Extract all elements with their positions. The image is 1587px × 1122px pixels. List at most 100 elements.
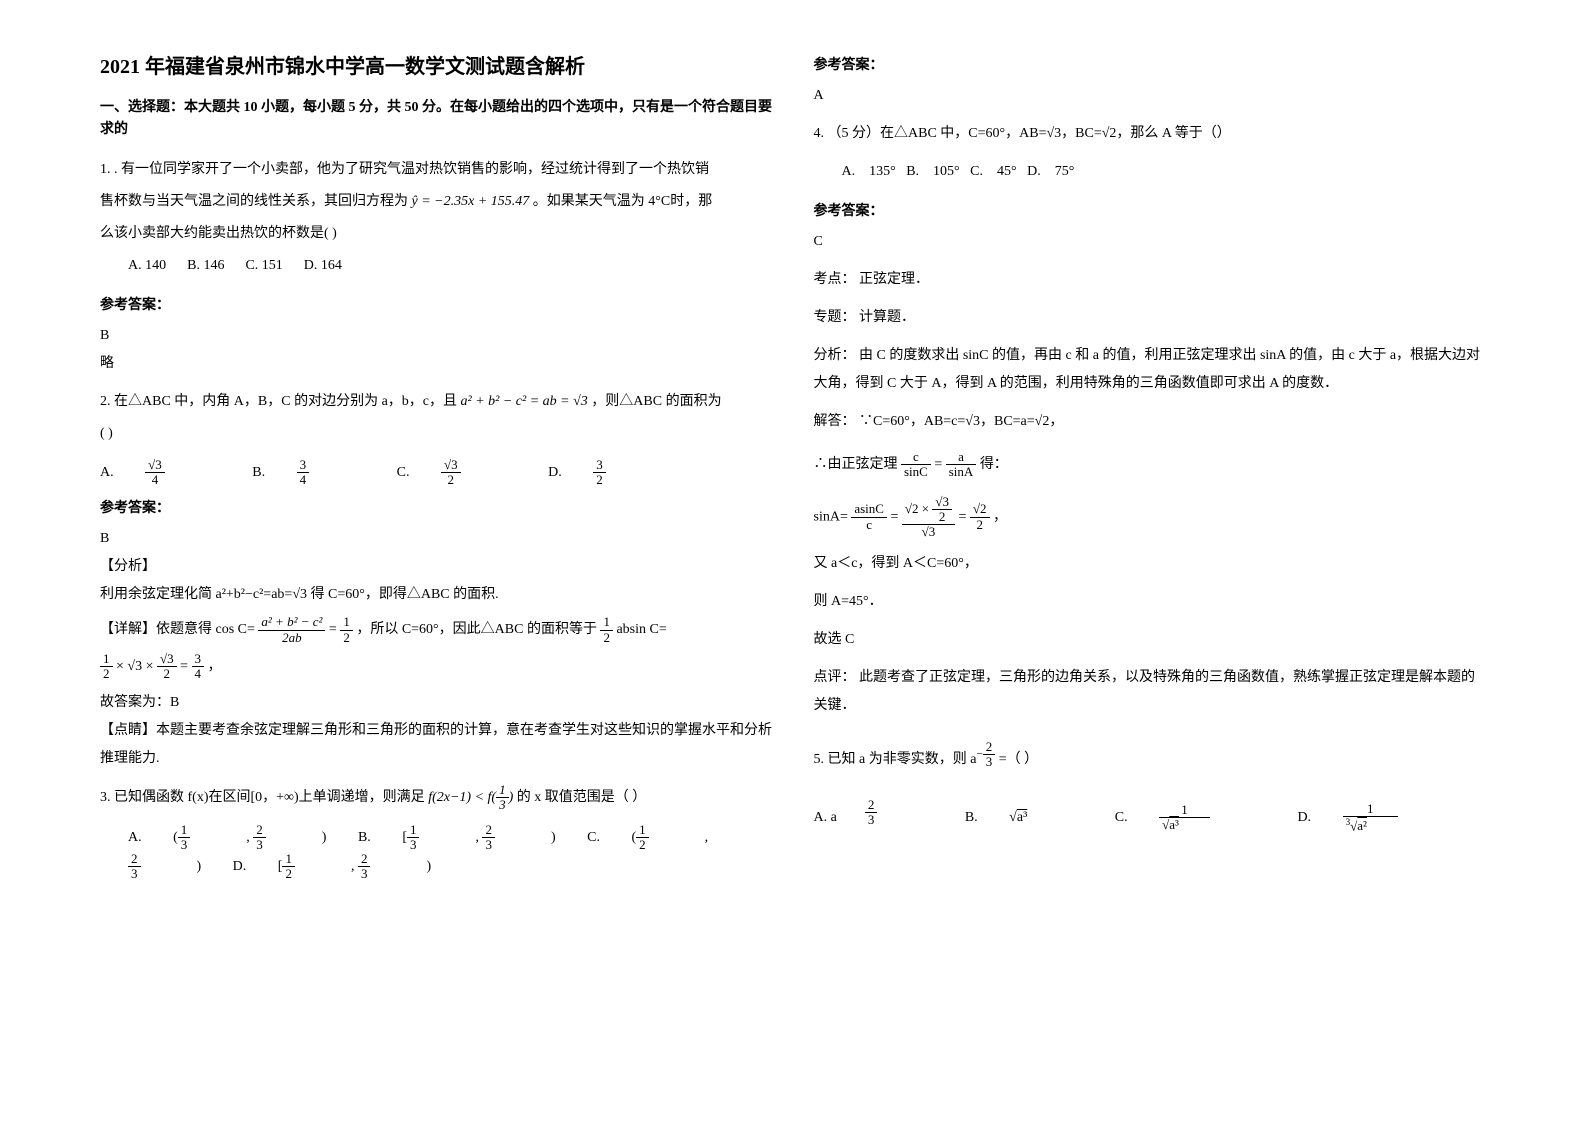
frac: 23 [253, 823, 294, 853]
answer-label-2: 参考答案： [100, 497, 774, 517]
q2-text1: 2. 在△ABC 中，内角 A，B，C 的对边分别为 a，b，c，且 [100, 394, 457, 409]
q2-opt-d: D. 32 [548, 465, 662, 480]
question-4: 4. （5 分）在△ABC 中，C=60°，AB=√3，BC=√2，那么 A 等… [814, 120, 1488, 190]
q2-text3: ，则△ABC 的面积为 [591, 394, 721, 409]
q4-jieda4: 又 a＜c，得到 A＜C=60°， [814, 550, 1488, 578]
frac: 12 [340, 615, 353, 645]
q5-options: A. a23 B. √a³ C. 1√a³ D. 13√a² [814, 798, 1488, 834]
q3-options: A. (13, 23) B. [13, 23) C. (12, 23) D. [… [128, 823, 774, 882]
answer-label-1: 参考答案： [100, 294, 774, 314]
q3-opt-a: A. (13, 23) [128, 830, 326, 845]
frac: √22 [970, 502, 990, 532]
sqrt3: √3 [292, 587, 307, 602]
exponent: −23 [976, 748, 995, 760]
q1-text1: 1. . 有一位同学家开了一个小卖部，他为了研究气温对热饮销售的影响，经过统计得… [100, 162, 709, 177]
page-title: 2021 年福建省泉州市锦水中学高一数学文测试题含解析 [100, 50, 774, 79]
sqrt-a3: √a³ [1009, 810, 1055, 825]
frac: 1√a³ [1159, 803, 1238, 833]
q5-text1: 5. 已知 a 为非零实数，则 a [814, 752, 977, 767]
frac: asinA [946, 450, 977, 480]
frac: 34 [192, 652, 205, 682]
q2-detail4: 故答案为：B [100, 689, 774, 717]
q1-options: A. 140 B. 146 C. 151 D. 164 [100, 252, 774, 280]
q1-text6: 时，那 [670, 194, 712, 209]
q1-answer-text: B [100, 322, 774, 350]
q2-analysis-text: 利用余弦定理化简 a²+b²−c²=ab=√3 得 C=60°，即得△ABC 的… [100, 581, 774, 609]
q4-zhuanti: 专题： 计算题． [814, 304, 1488, 332]
frac: 23 [358, 852, 399, 882]
answer-label-4: 参考答案： [814, 200, 1488, 220]
frac: √32 [441, 458, 489, 488]
sqrt3: √3 [965, 414, 980, 429]
q2-text4: ( ) [100, 420, 774, 448]
q2-opt-c: C. √32 [397, 465, 517, 480]
q1-formula: ŷ = −2.35x + 155.47 [412, 194, 530, 209]
q1-text4: 。如果某天气温为 4 [533, 194, 656, 209]
q2-point: 【点睛】本题主要考查余弦定理解三角形和三角形的面积的计算，意在考查学生对这些知识… [100, 717, 774, 773]
q3-text1: 3. 已知偶函数 f(x)在区间[0，+∞)上单调递增，则满足 [100, 790, 425, 805]
frac: csinC [901, 450, 931, 480]
q5-opt-d: D. 13√a² [1297, 810, 1453, 825]
q4-jieda5: 则 A=45°． [814, 588, 1488, 616]
sqrt3: √3 [1046, 126, 1061, 141]
q4-fenxi: 分析： 由 C 的度数求出 sinC 的值，再由 c 和 a 的值，利用正弦定理… [814, 342, 1488, 398]
q5-text2: =（ ） [995, 752, 1038, 767]
q1-answer-text2: 略 [100, 350, 774, 378]
q4-jieda2: ∴由正弦定理 csinC = asinA 得： [814, 450, 1488, 481]
q4-jieda6: 故选 C [814, 626, 1488, 654]
q4-jieda3: sinA= asinCc = √2 × √32√3 = √22 ， [814, 495, 1488, 540]
q1-text5: °C [655, 194, 670, 209]
q2-detail: 【详解】依题意得 cos C= a² + b² − c²2ab = 12 ，所以… [100, 615, 774, 646]
q3-answer-text: A [814, 82, 1488, 110]
question-3: 3. 已知偶函数 f(x)在区间[0，+∞)上单调递增，则满足 f(2x−1) … [100, 783, 774, 817]
frac: 23 [128, 852, 169, 882]
answer-label-3: 参考答案： [814, 54, 1488, 74]
q2-formula: a² + b² − c² = ab = √3 [461, 394, 588, 409]
q3-opt-b: B. [13, 23) [358, 830, 556, 845]
q4-options: A. 135° B. 105° C. 45° D. 75° [842, 158, 1488, 186]
q2-opt-b: B. 34 [252, 465, 365, 480]
q1-text2: 售杯数与当天气温之间的线性关系，其回归方程为 [100, 194, 408, 209]
frac: √32 [157, 652, 177, 682]
q5-opt-b: B. √a³ [965, 810, 1083, 825]
q3-formula: f(2x−1) < f(13) [428, 790, 513, 805]
frac: 23 [482, 823, 523, 853]
q4-text3: BC= [1075, 126, 1102, 141]
frac: asinCc [851, 502, 887, 532]
question-1: 1. . 有一位同学家开了一个小卖部，他为了研究气温对热饮销售的影响，经过统计得… [100, 156, 774, 284]
q3-answer: A [814, 82, 1488, 110]
sqrt2: √2 [1035, 414, 1050, 429]
q4-jieda1: 解答： ∵C=60°，AB=c=√3，BC=a=√2， [814, 408, 1488, 436]
q4-answer: C 考点： 正弦定理． 专题： 计算题． 分析： 由 C 的度数求出 sinC … [814, 228, 1488, 720]
right-column: 参考答案： A 4. （5 分）在△ABC 中，C=60°，AB=√3，BC=√… [814, 50, 1488, 1072]
q2-detail-calc: 12 × √3 × √32 = 34 ， [100, 652, 774, 683]
frac: a² + b² − c²2ab [258, 615, 325, 645]
question-2: 2. 在△ABC 中，内角 A，B，C 的对边分别为 a，b，c，且 a² + … [100, 388, 774, 452]
q2-analysis-label: 【分析】 [100, 553, 774, 581]
q4-text4: ，那么 A 等于（） [1116, 126, 1230, 141]
frac: 32 [593, 458, 634, 488]
frac: √2 × √32√3 [902, 495, 955, 540]
frac: 12 [282, 852, 323, 882]
frac: 13 [407, 823, 448, 853]
q2-answer: B 【分析】 利用余弦定理化简 a²+b²−c²=ab=√3 得 C=60°，即… [100, 525, 774, 773]
frac: 12 [636, 823, 677, 853]
q3-opt-d: D. [12, 23) [233, 859, 431, 874]
q4-text2: ， [1061, 126, 1075, 141]
frac: 12 [600, 615, 613, 645]
question-5: 5. 已知 a 为非零实数，则 a−23 =（ ） [814, 740, 1488, 778]
q4-text1: 4. （5 分）在△ABC 中，C=60°，AB= [814, 126, 1047, 141]
q3-text2: 的 x 取值范围是（ ） [517, 790, 647, 805]
frac: 12 [100, 652, 113, 682]
frac: 34 [297, 458, 338, 488]
left-column: 2021 年福建省泉州市锦水中学高一数学文测试题含解析 一、选择题：本大题共 1… [100, 50, 774, 1072]
frac: 13 [178, 823, 219, 853]
sqrt2: √2 [1102, 126, 1117, 141]
q2-answer-text: B [100, 525, 774, 553]
frac: √34 [145, 458, 193, 488]
q1-answer: B 略 [100, 322, 774, 378]
q5-opt-a: A. a23 [814, 810, 934, 825]
section-heading: 一、选择题：本大题共 10 小题，每小题 5 分，共 50 分。在每小题给出的四… [100, 97, 774, 142]
q2-options: A. √34 B. 34 C. √32 D. 32 [100, 458, 774, 488]
frac: 13√a² [1343, 802, 1426, 834]
